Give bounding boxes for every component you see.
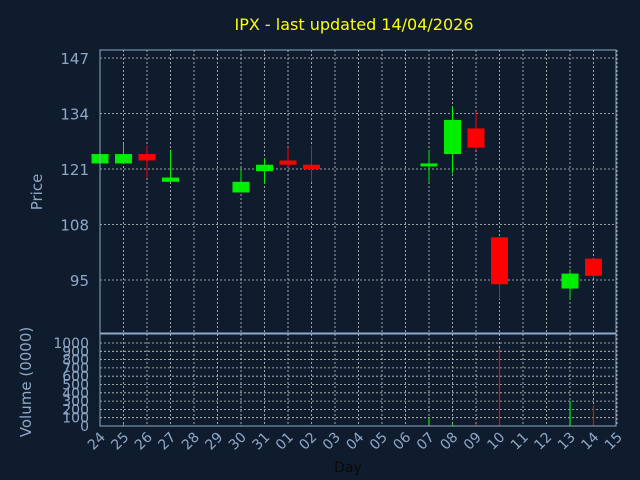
price-tick-label: 108 [60,217,89,235]
chart-title: IPX - last updated 14/04/2026 [234,15,473,34]
candle-body [115,154,132,164]
price-tick-label: 95 [70,272,89,290]
candle-body [467,128,485,148]
volume-axis-label: Volume (0000) [17,327,35,437]
volume-tick-label: 200 [62,402,89,418]
volume-tick-label: 600 [62,369,89,385]
volume-gridlines [100,334,618,427]
candle-body [256,164,273,172]
candle-body [585,258,602,276]
price-plot-frame [99,49,617,334]
day-tick-labels: 24 25 26 27 28 29 30 31 01 02 03 04 05 06 07 08 09 10 11 12… [85,429,626,453]
candle-body [561,273,579,289]
volume-plot-frame [99,333,617,427]
volume-tick-label: 300 [62,394,89,410]
candle-body [444,119,461,155]
price-tick-label: 121 [60,161,89,179]
volume-tick-label: 1000 [53,336,89,352]
volume-tick-label: 0 [80,419,89,435]
volume-tick-label: 900 [62,344,89,360]
volume-tick-label: 100 [62,411,89,427]
candle-body [162,177,179,182]
volume-tick-label: 800 [62,353,89,369]
volume-tick-label: 400 [62,386,89,402]
price-tick-label: 134 [60,106,89,124]
candle-body [279,160,297,165]
candle-body [232,181,250,193]
price-tick-label: 147 [60,50,89,68]
price-gridlines [100,50,618,333]
candle-body [491,237,508,285]
day-axis-label: Day [334,460,362,476]
volume-tick-label: 700 [62,361,89,377]
price-axis-label: Price [28,174,46,211]
candle-body [420,163,438,167]
price-tick-labels: 95 108 121 134 147 [60,50,89,290]
candle-body [303,164,320,169]
volume-tick-label: 500 [62,378,89,394]
candle-body [138,154,156,161]
